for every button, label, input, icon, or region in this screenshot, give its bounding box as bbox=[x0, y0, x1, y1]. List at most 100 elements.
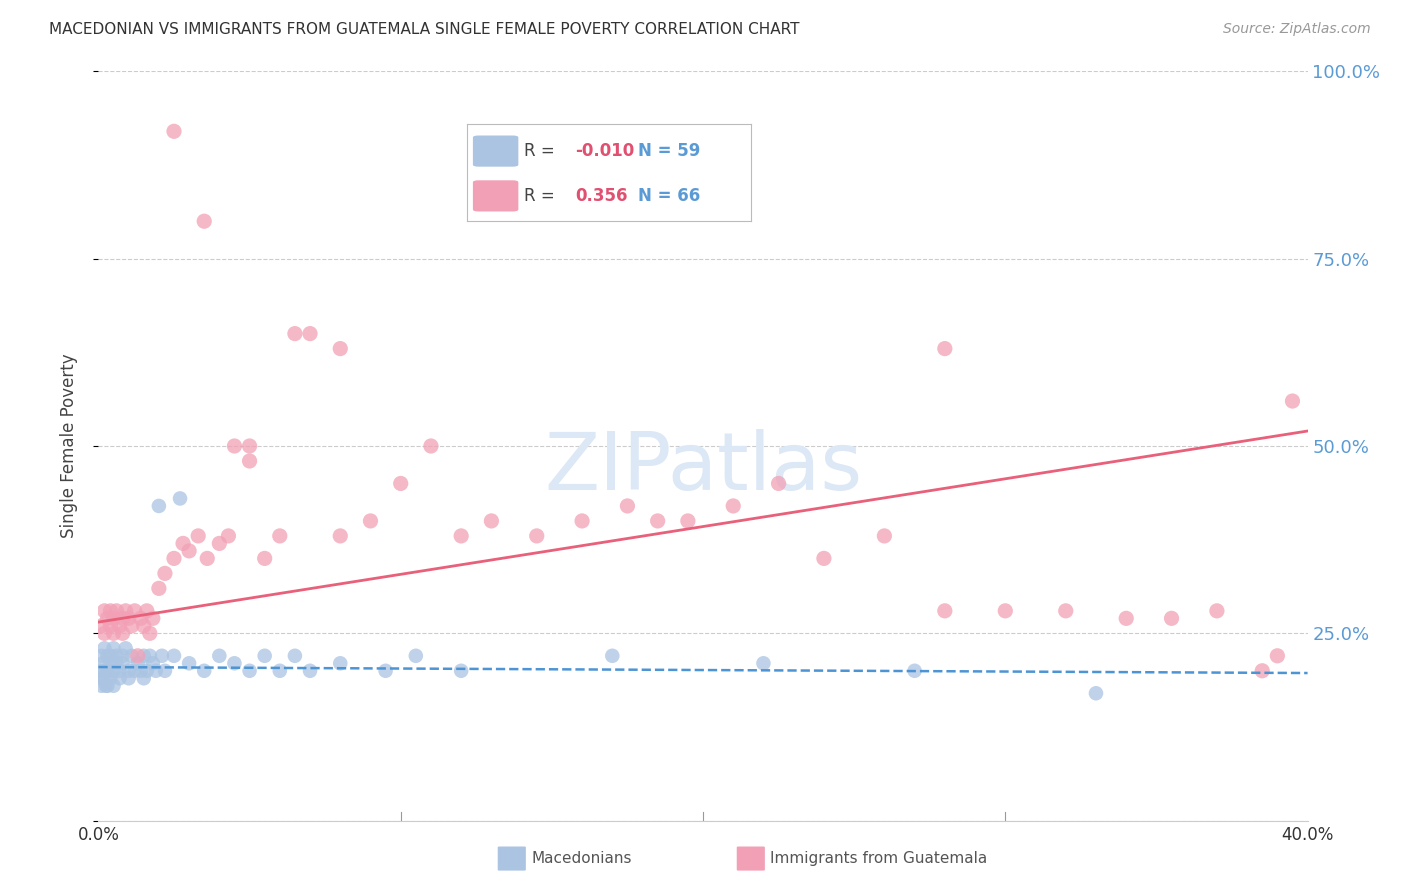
Point bbox=[108, 671, 131, 685]
Point bbox=[1267, 648, 1289, 663]
Point bbox=[374, 664, 396, 678]
Point bbox=[239, 439, 262, 453]
Point bbox=[108, 619, 131, 633]
Point bbox=[768, 476, 790, 491]
Point bbox=[179, 657, 201, 671]
Point bbox=[571, 514, 593, 528]
Text: ZIPatlas: ZIPatlas bbox=[544, 429, 862, 508]
Point bbox=[93, 604, 115, 618]
Point bbox=[90, 619, 112, 633]
Point bbox=[108, 664, 131, 678]
Point bbox=[118, 671, 141, 685]
Point bbox=[129, 664, 152, 678]
Point bbox=[389, 476, 412, 491]
Point bbox=[118, 611, 141, 625]
Point bbox=[195, 551, 218, 566]
Point bbox=[193, 214, 215, 228]
Point bbox=[103, 626, 125, 640]
Point bbox=[329, 529, 352, 543]
Point bbox=[329, 657, 352, 671]
Point bbox=[602, 648, 624, 663]
Text: Immigrants from Guatemala: Immigrants from Guatemala bbox=[770, 852, 988, 866]
Point bbox=[132, 619, 155, 633]
Point bbox=[1281, 394, 1303, 409]
Point bbox=[994, 604, 1017, 618]
Point bbox=[169, 491, 191, 506]
Point bbox=[100, 657, 122, 671]
Point bbox=[153, 664, 176, 678]
Point bbox=[96, 648, 118, 663]
Point bbox=[873, 529, 896, 543]
Point bbox=[148, 499, 170, 513]
Point bbox=[132, 648, 155, 663]
Point bbox=[269, 529, 291, 543]
Point bbox=[187, 529, 209, 543]
Point bbox=[93, 641, 115, 656]
Point bbox=[90, 679, 112, 693]
Point bbox=[163, 648, 186, 663]
Point bbox=[96, 679, 118, 693]
Point bbox=[111, 626, 134, 640]
Point bbox=[100, 648, 122, 663]
Point bbox=[91, 657, 114, 671]
Point bbox=[616, 499, 638, 513]
Point bbox=[647, 514, 669, 528]
Point bbox=[253, 551, 276, 566]
Point bbox=[1115, 611, 1137, 625]
Point bbox=[208, 536, 231, 550]
Point bbox=[284, 326, 307, 341]
Point bbox=[124, 664, 146, 678]
Point bbox=[1160, 611, 1182, 625]
Point bbox=[124, 604, 146, 618]
Point bbox=[153, 566, 176, 581]
Point bbox=[163, 124, 186, 138]
Point bbox=[150, 648, 173, 663]
Point bbox=[103, 611, 125, 625]
Point bbox=[94, 679, 117, 693]
Point bbox=[145, 664, 167, 678]
Point bbox=[139, 648, 162, 663]
Point bbox=[420, 439, 443, 453]
Point bbox=[105, 648, 128, 663]
Point bbox=[405, 648, 427, 663]
Point bbox=[118, 664, 141, 678]
Point bbox=[360, 514, 382, 528]
Point bbox=[269, 664, 291, 678]
Text: Source: ZipAtlas.com: Source: ZipAtlas.com bbox=[1223, 22, 1371, 37]
Point bbox=[904, 664, 927, 678]
Point bbox=[114, 604, 136, 618]
Point bbox=[142, 657, 165, 671]
Point bbox=[193, 664, 215, 678]
Point bbox=[100, 619, 122, 633]
Point bbox=[723, 499, 745, 513]
Point bbox=[142, 611, 165, 625]
Point bbox=[127, 648, 149, 663]
Point bbox=[239, 664, 262, 678]
Point bbox=[103, 679, 125, 693]
Point bbox=[752, 657, 775, 671]
Point bbox=[100, 604, 122, 618]
Point bbox=[1085, 686, 1108, 700]
Point bbox=[111, 611, 134, 625]
Point bbox=[179, 544, 201, 558]
Point bbox=[135, 604, 157, 618]
Y-axis label: Single Female Poverty: Single Female Poverty bbox=[59, 354, 77, 538]
Point bbox=[208, 648, 231, 663]
Point bbox=[172, 536, 194, 550]
Point bbox=[813, 551, 835, 566]
Point bbox=[90, 671, 112, 685]
Text: Macedonians: Macedonians bbox=[531, 852, 631, 866]
Point bbox=[139, 626, 162, 640]
Point bbox=[103, 664, 125, 678]
Point bbox=[90, 648, 112, 663]
Point bbox=[284, 648, 307, 663]
Point bbox=[132, 671, 155, 685]
Point bbox=[1251, 664, 1274, 678]
Point bbox=[253, 648, 276, 663]
Point bbox=[111, 657, 134, 671]
Point bbox=[93, 664, 115, 678]
Point bbox=[329, 342, 352, 356]
Point bbox=[224, 657, 246, 671]
Point bbox=[526, 529, 548, 543]
Point bbox=[148, 582, 170, 596]
